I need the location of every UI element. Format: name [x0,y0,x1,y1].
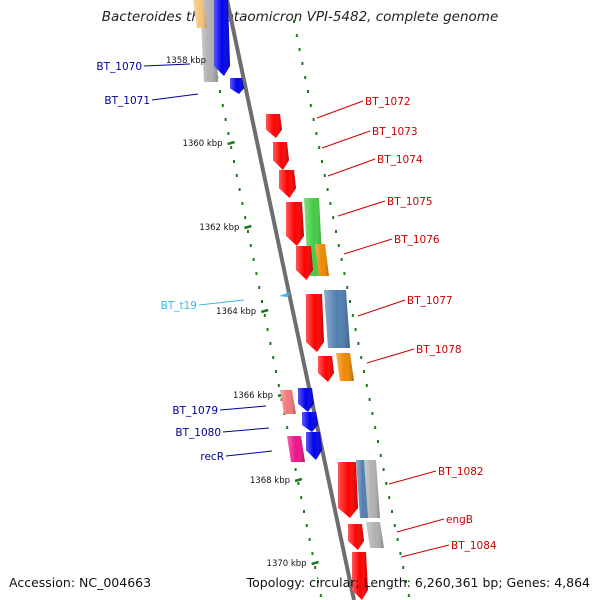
gene-red-1078-shading [318,356,334,382]
gene-label-bt_1078[interactable]: BT_1078 [416,344,462,356]
gene-gray-1082-shading [364,460,380,518]
gene-label-bt_1080[interactable]: BT_1080 [175,427,221,439]
gene-label-bt_t19[interactable]: BT_t19 [161,300,197,312]
gene-red-engB-shading [348,524,364,550]
gene-blue-1080-shading [302,412,318,432]
scale-label: 1362 kbp [199,223,239,233]
gene-red-1077-shading [306,294,324,352]
gene-leader-line [388,470,437,485]
gene-orange-1078-shading [336,353,354,381]
gene-label-bt_1084[interactable]: BT_1084 [451,540,497,552]
gene-leader-line [198,299,245,306]
gene-label-bt_1082[interactable]: BT_1082 [438,466,484,478]
gene-label-bt_1079[interactable]: BT_1079 [172,405,218,417]
gene-blue-recR-shading [306,432,322,460]
gene-pink-1079-shading [280,390,296,414]
scale-label: 1364 kbp [216,307,256,317]
gene-blue-1079-shading [298,388,314,412]
gene-red-1072-shading [266,114,282,138]
gene-label-bt_1071[interactable]: BT_1071 [104,95,150,107]
genome-backbone [225,0,356,600]
genome-stats-text: Topology: circular; Length: 6,260,361 bp… [246,575,590,590]
gene-leader-line [337,200,386,217]
gene-leader-line [219,405,267,411]
gene-leader-line [222,427,270,433]
gene-leader-line [396,518,445,533]
major-tick [311,560,319,566]
gene-leader-line [400,544,450,558]
gene-red-1073-shading [273,142,289,170]
gene-label-bt_1075[interactable]: BT_1075 [387,196,433,208]
gene-label-bt_1074[interactable]: BT_1074 [377,154,423,166]
scale-label: 1366 kbp [233,391,273,401]
gene-label-bt_1072[interactable]: BT_1072 [365,96,411,108]
gene-red-1082-shading [338,462,358,518]
major-tick [294,477,303,483]
gene-label-recr[interactable]: recR [200,451,224,463]
major-tick [260,308,269,314]
gene-orange-1076-shading [315,244,329,276]
gene-red-1074-shading [279,170,296,198]
gene-steel-1077-shading [324,290,350,348]
gene-blue-1071-shading [230,78,244,94]
gene-leader-line [366,348,415,364]
gene-magenta-recR-shading [287,436,305,462]
major-tick [244,224,252,230]
gene-gray-engB-shading [366,522,384,548]
scale-label: 1368 kbp [250,476,290,486]
gene-leader-line [343,238,393,255]
gene-leader-line [143,63,191,67]
gene-label-bt_1076[interactable]: BT_1076 [394,234,440,246]
gene-leader-line [151,93,199,101]
gene-label-bt_1077[interactable]: BT_1077 [407,295,453,307]
gene-orange-top-shading [193,0,207,28]
accession-text: Accession: NC_004663 [9,575,152,590]
scale-label: 1360 kbp [183,139,223,149]
gene-red-1075-shading [286,202,304,246]
gene-leader-line [327,158,376,177]
gene-leader-line [316,100,364,119]
gene-red-1076-shading [296,246,313,280]
scale-label: 1358 kbp [166,56,206,66]
gene-leader-line [357,299,406,317]
gene-label-engb[interactable]: engB [446,514,473,526]
trna-marker [279,292,290,297]
scale-label: 1370 kbp [267,559,307,569]
gene-leader-line [225,450,273,457]
major-tick [227,140,235,146]
gene-blue-1070-shading [214,0,230,76]
gene-label-bt_1070[interactable]: BT_1070 [96,61,142,73]
gene-label-bt_1073[interactable]: BT_1073 [372,126,418,138]
gene-leader-line [321,130,371,149]
gene-red-1084-shading [352,552,368,600]
